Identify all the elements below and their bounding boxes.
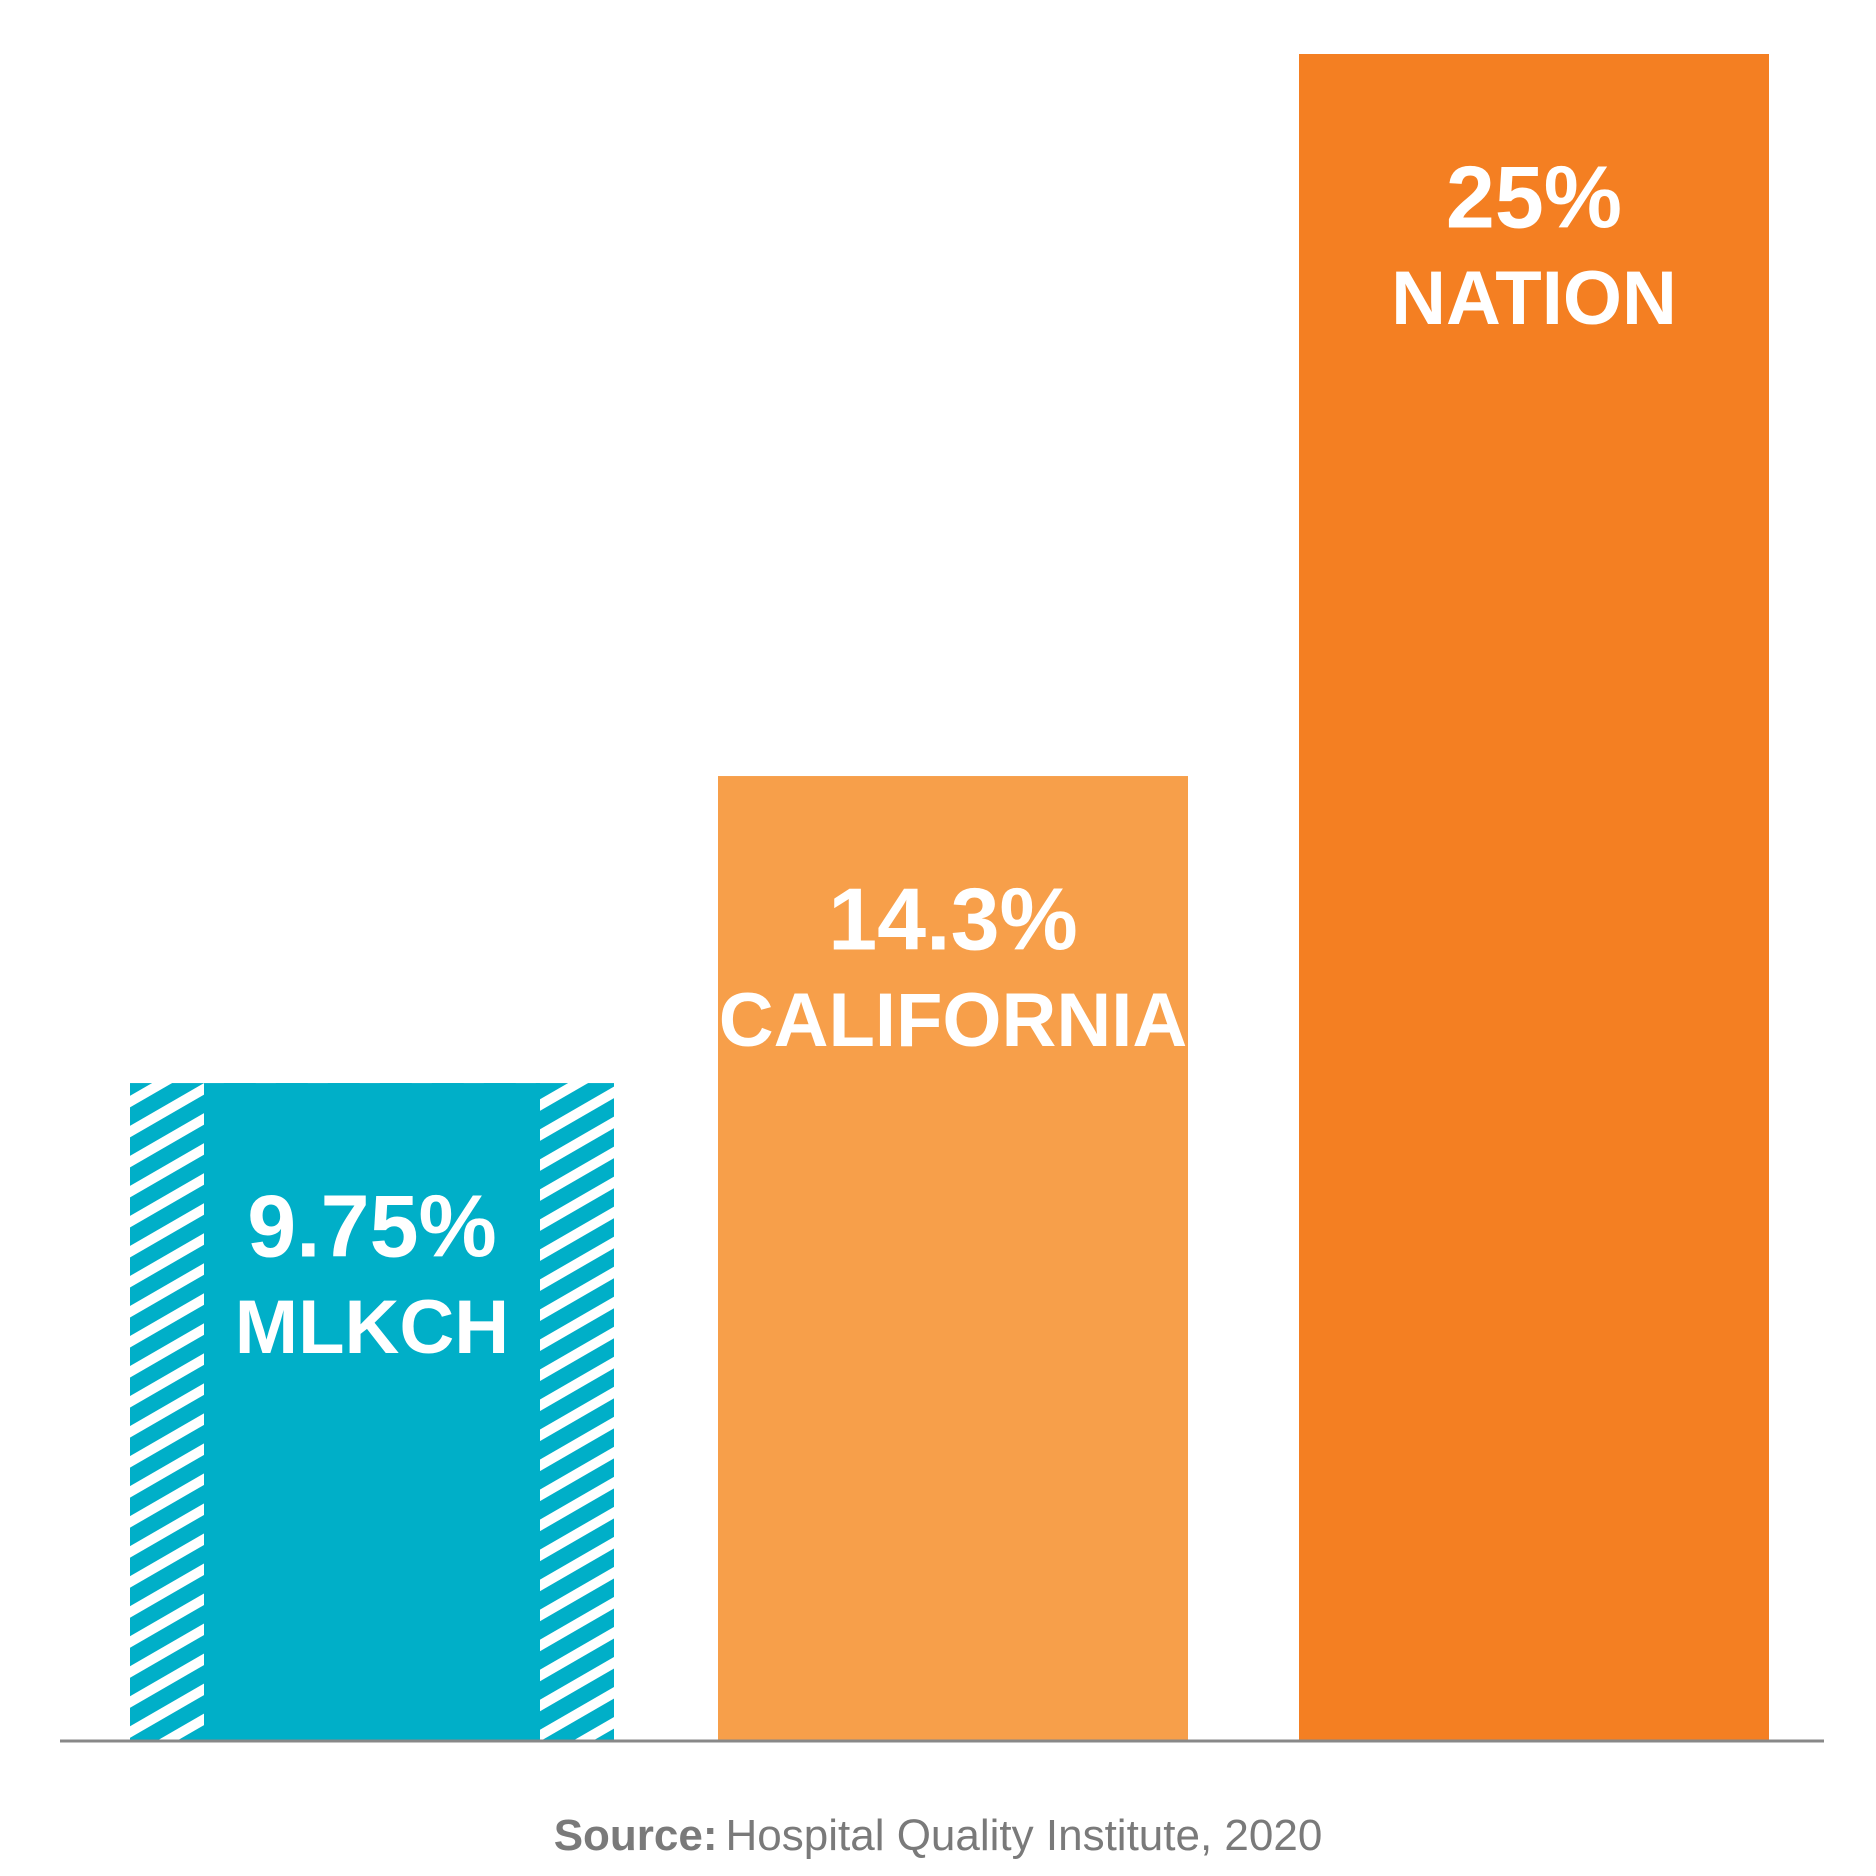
source: Source: Hospital Quality Institute, 2020 [554,1811,1323,1860]
source-label: Source: [554,1811,718,1860]
category-label: MLKCH [235,1285,509,1370]
category-label: CALIFORNIA [719,978,1188,1063]
bar [718,776,1188,1741]
source-text: Hospital Quality Institute, 2020 [726,1811,1323,1860]
value-label: 25% [1446,147,1622,246]
bar [1299,54,1769,1741]
category-label: NATION [1391,256,1677,341]
value-label: 9.75% [247,1176,497,1275]
bar [204,1083,540,1741]
value-label: 14.3% [828,869,1078,968]
